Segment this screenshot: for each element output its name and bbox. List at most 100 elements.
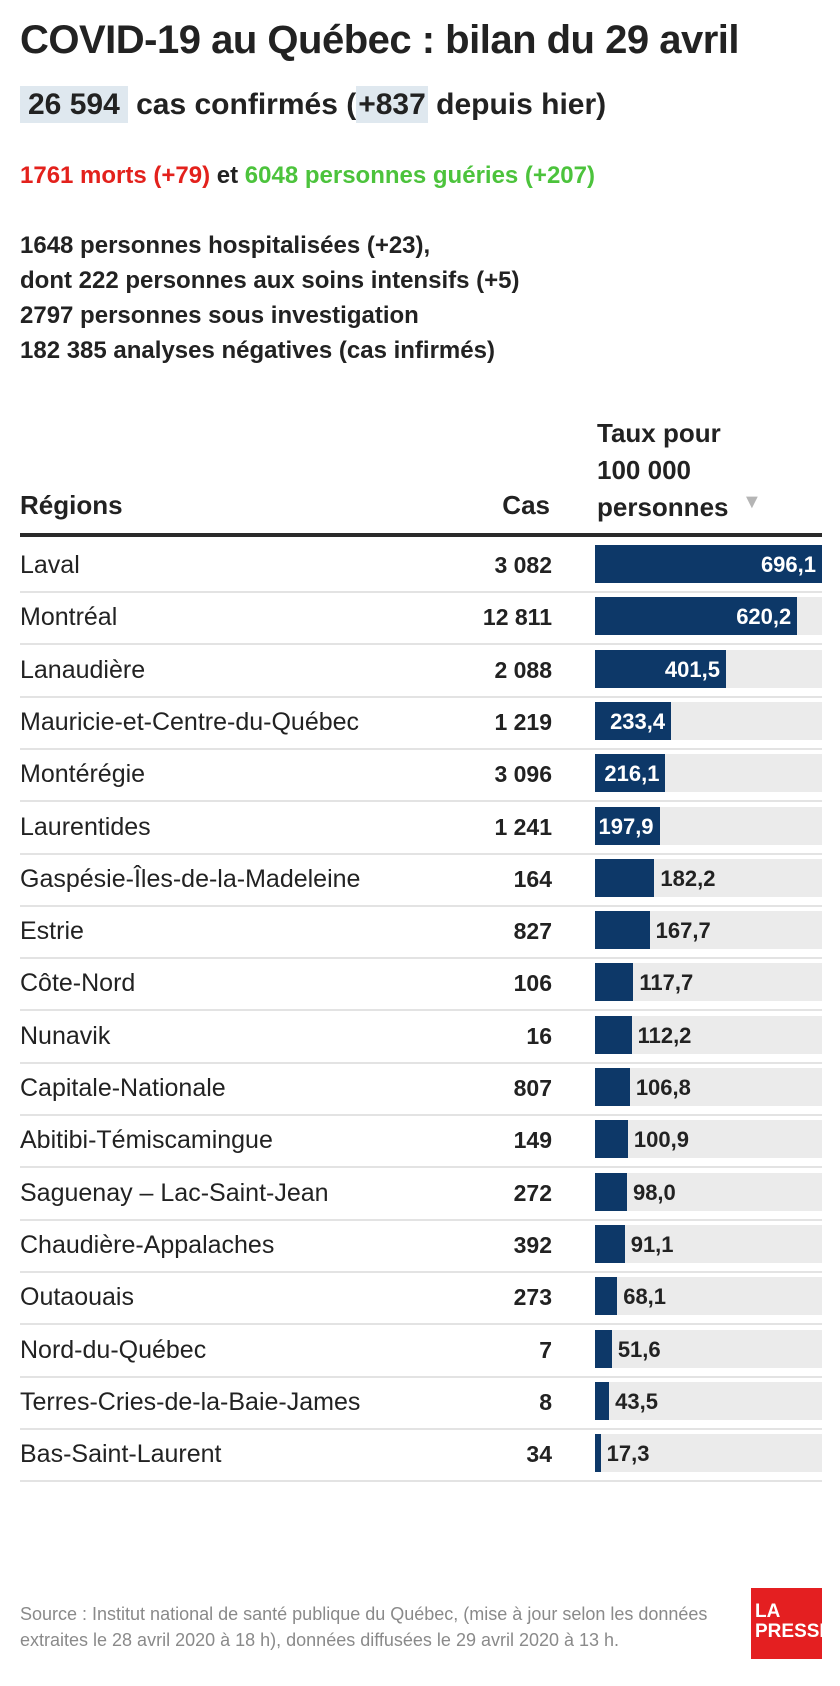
header-divider	[20, 533, 822, 537]
rate-value-label: 51,6	[617, 1337, 661, 1362]
rate-value-label: 197,9	[598, 814, 654, 839]
rate-bar-track: 91,1	[595, 1225, 822, 1263]
region-name: Terres-Cries-de-la-Baie-James	[20, 1388, 361, 1416]
rate-value-label: 100,9	[633, 1127, 689, 1152]
rate-bar	[595, 859, 655, 897]
rate-bar	[595, 1173, 627, 1211]
rate-bar-track: 100,9	[595, 1120, 822, 1158]
table-row: Abitibi-Témiscamingue 149 100,9	[20, 1112, 822, 1168]
rate-bar	[595, 1382, 610, 1420]
region-cases: 164	[513, 866, 552, 892]
stat-negative-tests: 182 385 analyses négatives (cas infirmés…	[20, 337, 495, 364]
rate-value-label: 91,1	[630, 1232, 674, 1257]
region-name: Montérégie	[20, 760, 146, 788]
rate-bar-track: 43,5	[595, 1382, 822, 1420]
rate-bar-track: 620,2	[595, 597, 822, 635]
cases-text: cas confirmés (	[136, 88, 357, 121]
region-cases: 827	[513, 918, 552, 944]
rate-bar-track: 167,7	[595, 911, 822, 949]
region-name: Laurentides	[20, 813, 151, 841]
table-row: Côte-Nord 106 117,7	[20, 955, 822, 1011]
rate-bar-track: 51,6	[595, 1330, 822, 1368]
rate-bar	[595, 650, 726, 688]
rate-bar-track: 17,3	[595, 1434, 822, 1472]
rate-bar-track: 401,5	[595, 650, 822, 688]
rate-value-label: 117,7	[639, 970, 694, 995]
region-name: Lanaudière	[20, 656, 146, 684]
rate-bar-track: 106,8	[595, 1068, 822, 1106]
cases-suffix: depuis hier)	[436, 88, 607, 121]
rate-value-label: 182,2	[660, 866, 716, 891]
rate-bar	[595, 911, 650, 949]
region-cases: 3 096	[494, 761, 552, 787]
stat-intensive-care: dont 222 personnes aux soins intensifs (…	[20, 267, 520, 294]
table-row: Lanaudière 2 088 401,5	[20, 642, 822, 698]
table-row: Capitale-Nationale 807 106,8	[20, 1060, 822, 1116]
table-row: Saguenay – Lac-Saint-Jean 272 98,0	[20, 1165, 822, 1221]
rate-bar-track: 98,0	[595, 1173, 822, 1211]
rate-value-label: 68,1	[623, 1284, 667, 1309]
rate-value-label: 696,1	[760, 552, 816, 577]
rate-value-label: 112,2	[637, 1023, 692, 1048]
rate-header-line: Taux pour	[597, 418, 721, 448]
cases-delta: +837	[356, 86, 428, 123]
table-row: Chaudière-Appalaches 392 91,1	[20, 1217, 822, 1273]
region-name: Capitale-Nationale	[20, 1074, 226, 1102]
region-name: Bas-Saint-Laurent	[20, 1440, 222, 1468]
source-line: Source : Institut national de santé publ…	[20, 1604, 708, 1624]
rate-value-label: 401,5	[664, 657, 720, 682]
rate-bar	[595, 597, 798, 635]
region-name: Outaouais	[20, 1283, 134, 1311]
table-row: Gaspésie-Îles-de-la-Madeleine 164 182,2	[20, 851, 822, 907]
rate-bar	[595, 1225, 625, 1263]
rate-bar-track: 696,1	[595, 545, 822, 583]
stats-block: 1648 personnes hospitalisées (+23), dont…	[20, 228, 519, 368]
rate-value-label: 106,8	[635, 1075, 691, 1100]
source-line: extraites le 28 avril 2020 à 18 h), donn…	[20, 1630, 620, 1650]
region-name: Nunavik	[20, 1022, 111, 1050]
rate-bar	[595, 807, 660, 845]
region-cases: 272	[513, 1180, 552, 1206]
and-word: et	[216, 162, 239, 189]
rate-header-line: 100 000	[597, 455, 691, 485]
rate-bar	[595, 1434, 601, 1472]
region-cases: 106	[513, 970, 552, 996]
rate-bar	[595, 545, 822, 583]
table-row: Nunavik 16 112,2	[20, 1008, 822, 1064]
rate-bar-track: 233,4	[595, 702, 822, 740]
region-cases: 3 082	[494, 552, 552, 578]
region-cases: 807	[513, 1075, 552, 1101]
stat-investigation: 2797 personnes sous investigation	[20, 302, 419, 329]
table-row: Montréal 12 811 620,2	[20, 589, 822, 645]
column-header-rate[interactable]: Taux pour 100 000 personnes	[597, 415, 777, 526]
region-cases: 8	[539, 1389, 552, 1415]
region-name: Saguenay – Lac-Saint-Jean	[20, 1179, 329, 1207]
region-cases: 16	[526, 1023, 552, 1049]
rate-bar	[595, 1068, 630, 1106]
rate-value-label: 620,2	[736, 604, 792, 629]
recovered-count: 6048 personnes guéries (+207)	[244, 162, 595, 189]
region-name: Laval	[20, 551, 80, 579]
region-cases: 273	[513, 1284, 552, 1310]
region-cases: 7	[539, 1337, 552, 1363]
rate-value-label: 167,7	[655, 918, 711, 943]
rate-bar-track: 68,1	[595, 1277, 822, 1315]
rate-value-label: 216,1	[604, 761, 660, 786]
table-row: Outaouais 273 68,1	[20, 1269, 822, 1325]
region-name: Côte-Nord	[20, 969, 136, 997]
region-name: Abitibi-Témiscamingue	[20, 1126, 273, 1154]
deaths-recovered-summary: 1761 morts (+79) et 6048 personnes guéri…	[20, 162, 595, 190]
stat-hospitalized: 1648 personnes hospitalisées (+23),	[20, 232, 431, 259]
rate-bar	[595, 1016, 632, 1054]
rate-value-label: 43,5	[615, 1389, 658, 1414]
region-name: Estrie	[20, 917, 84, 945]
column-header-regions[interactable]: Régions	[20, 490, 123, 520]
rate-bar	[595, 754, 666, 792]
table-row: Laval 3 082 696,1	[20, 537, 822, 593]
source-note: Source : Institut national de santé publ…	[20, 1601, 740, 1653]
column-header-cases[interactable]: Cas	[502, 490, 550, 520]
region-name: Gaspésie-Îles-de-la-Madeleine	[20, 865, 361, 893]
table-row: Laurentides 1 241 197,9	[20, 799, 822, 855]
sort-down-icon[interactable]: ▼	[742, 491, 762, 513]
cases-total: 26 594	[20, 86, 128, 123]
